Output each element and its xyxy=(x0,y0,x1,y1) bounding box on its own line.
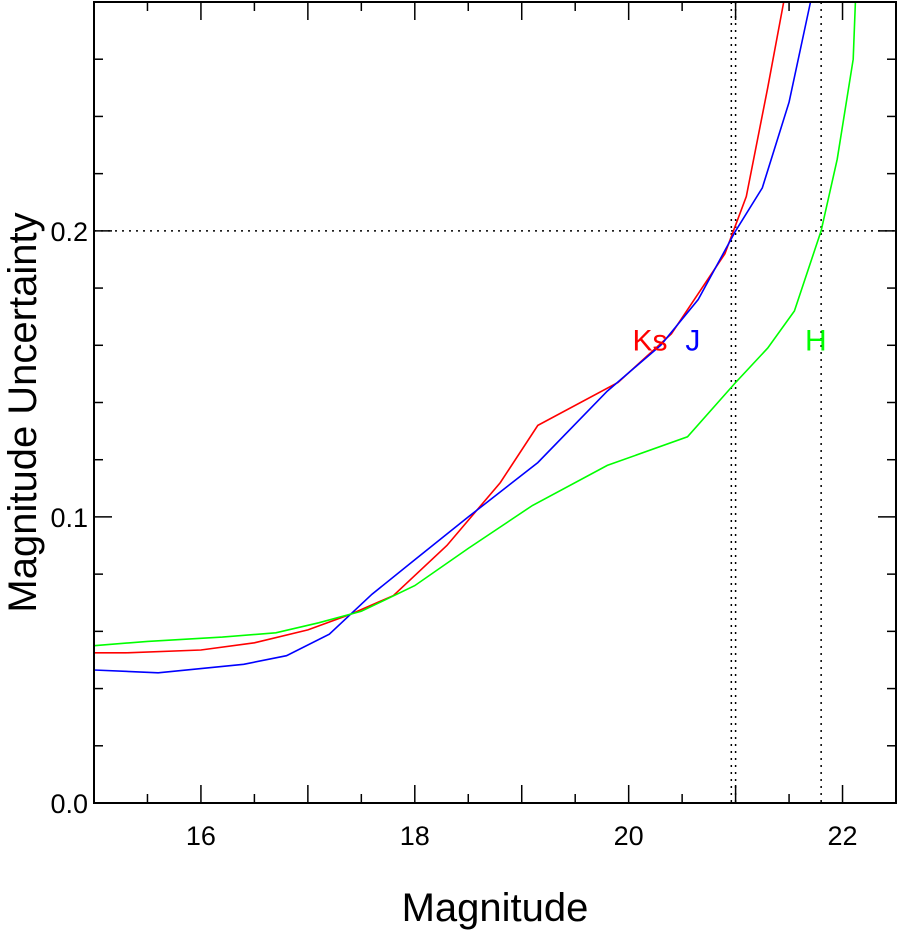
y-axis-title: Magnitude Uncertainty xyxy=(1,212,45,612)
tick-labels: 16 18 20 22 0.0 0.1 0.2 xyxy=(50,217,857,851)
y-tick-label: 0.1 xyxy=(50,503,88,533)
y-tick-label: 0.2 xyxy=(50,217,88,247)
series-line-j xyxy=(93,1,812,674)
plot-frame xyxy=(93,1,897,804)
series-line-ks xyxy=(94,1,785,654)
series-label-j: J xyxy=(685,325,700,358)
series-line-h xyxy=(93,1,857,647)
y-tick-label: 0.0 xyxy=(50,789,88,819)
x-axis-title: Magnitude xyxy=(402,886,589,930)
series-labels: Ks J H xyxy=(633,325,827,358)
x-tick-label: 16 xyxy=(186,821,216,851)
x-tick-label: 18 xyxy=(400,821,430,851)
series-label-h: H xyxy=(805,325,827,358)
series-label-ks: Ks xyxy=(633,325,668,358)
x-tick-label: 22 xyxy=(828,821,858,851)
x-tick-label: 20 xyxy=(614,821,644,851)
reference-lines xyxy=(94,2,896,803)
series-lines xyxy=(93,1,857,674)
axis-ticks xyxy=(93,1,897,804)
